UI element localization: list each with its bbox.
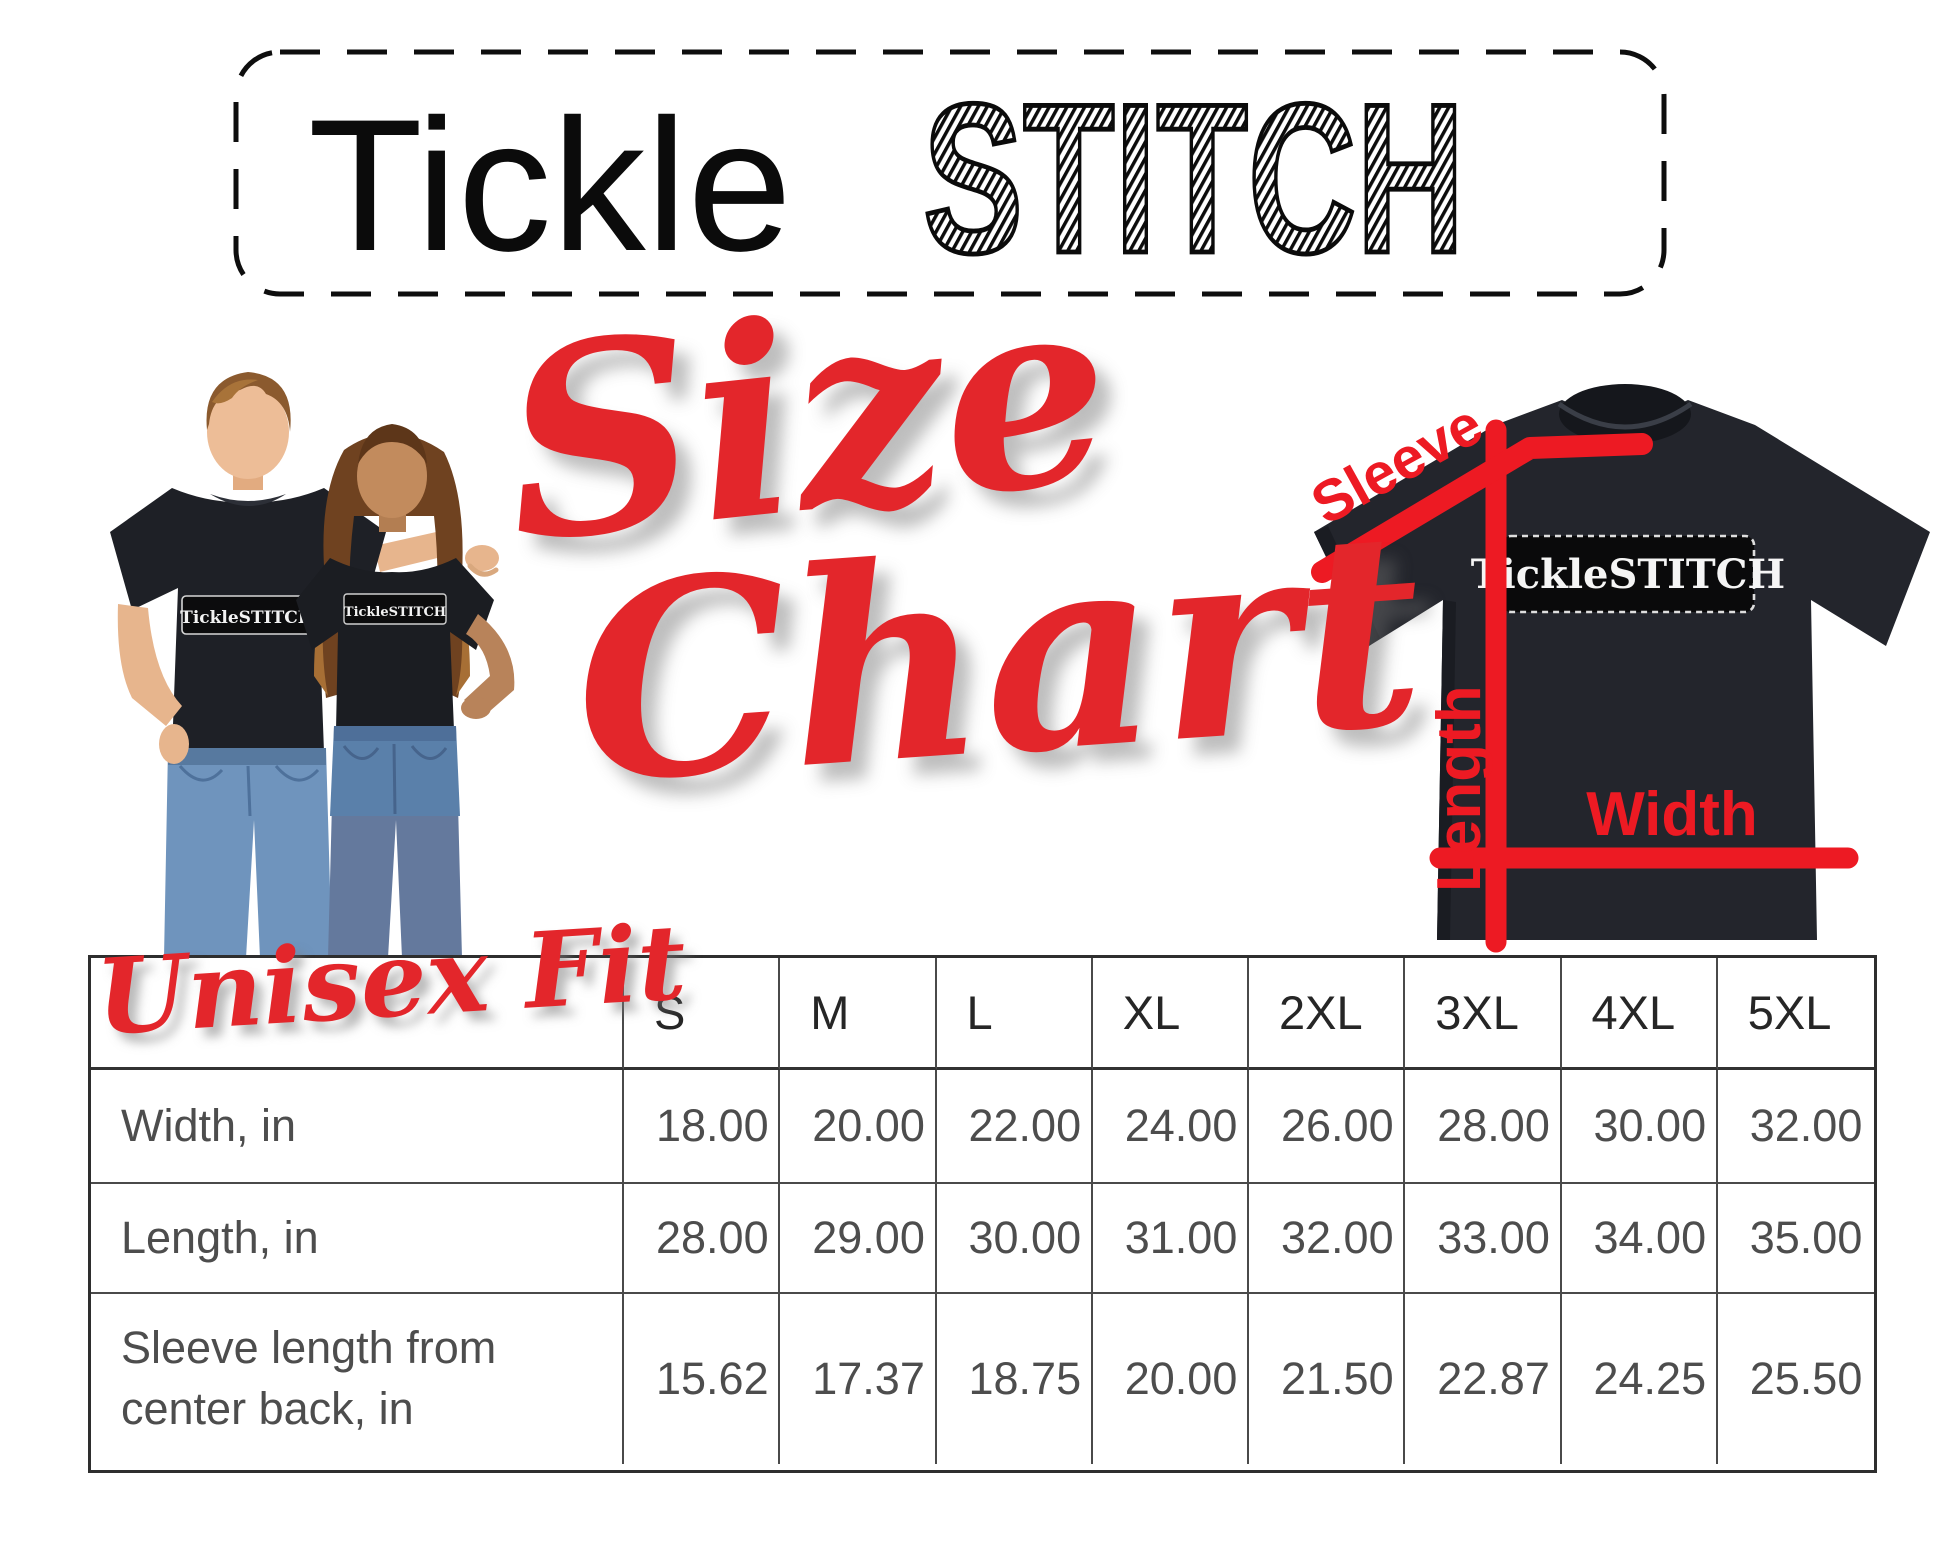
length-m: 29.00 xyxy=(780,1184,937,1294)
sleeve-3xl: 22.87 xyxy=(1405,1294,1562,1464)
size-table: S M L XL 2XL 3XL 4XL 5XL Width, in 18.00… xyxy=(88,955,1877,1473)
length-s: 28.00 xyxy=(624,1184,781,1294)
col-header-2xl: 2XL xyxy=(1249,958,1406,1070)
col-header-4xl: 4XL xyxy=(1561,958,1718,1070)
row-label-sleeve: Sleeve length from center back, in xyxy=(91,1294,624,1464)
length-5xl: 35.00 xyxy=(1717,1184,1874,1294)
col-header-s: S xyxy=(624,958,781,1070)
table-corner-cell xyxy=(91,958,624,1070)
width-2xl: 26.00 xyxy=(1249,1070,1406,1184)
col-header-l: L xyxy=(936,958,1093,1070)
width-3xl: 28.00 xyxy=(1405,1070,1562,1184)
logo-text-stitch: STITCH xyxy=(923,60,1465,298)
sleeve-s: 15.62 xyxy=(624,1294,781,1464)
logo-text-tickle: Tickle xyxy=(308,80,792,290)
width-4xl: 30.00 xyxy=(1561,1070,1718,1184)
length-label: Length xyxy=(1425,685,1494,892)
sleeve-line xyxy=(1311,433,1653,583)
length-3xl: 33.00 xyxy=(1405,1184,1562,1294)
model-woman: TickleSTITCH xyxy=(296,424,515,958)
col-header-xl: XL xyxy=(1092,958,1249,1070)
width-l: 22.00 xyxy=(936,1070,1093,1184)
sleeve-4xl: 24.25 xyxy=(1561,1294,1718,1464)
length-2xl: 32.00 xyxy=(1249,1184,1406,1294)
sleeve-5xl: 25.50 xyxy=(1717,1294,1874,1464)
sleeve-2xl: 21.50 xyxy=(1249,1294,1406,1464)
col-header-m: M xyxy=(780,958,937,1070)
length-4xl: 34.00 xyxy=(1561,1184,1718,1294)
tshirt-logo-text: TickleSTITCH xyxy=(1471,551,1785,598)
man-hand xyxy=(465,545,499,571)
width-s: 18.00 xyxy=(624,1070,781,1184)
row-label-length: Length, in xyxy=(91,1184,624,1294)
brand-logo: Tickle STITCH xyxy=(233,49,1667,300)
woman-shirt-logo-patch: TickleSTITCH xyxy=(344,605,446,620)
tshirt-shape xyxy=(1314,400,1930,940)
title-chart: Chart xyxy=(565,470,1432,845)
models-photo: TickleSTITCH TickleSTITCH xyxy=(110,372,515,958)
width-5xl: 32.00 xyxy=(1717,1070,1874,1184)
length-l: 30.00 xyxy=(936,1184,1093,1294)
width-m: 20.00 xyxy=(780,1070,937,1184)
sleeve-xl: 20.00 xyxy=(1092,1294,1249,1464)
sleeve-m: 17.37 xyxy=(780,1294,937,1464)
width-label: Width xyxy=(1586,780,1758,849)
model-man: TickleSTITCH xyxy=(110,372,462,958)
width-xl: 24.00 xyxy=(1092,1070,1249,1184)
col-header-3xl: 3XL xyxy=(1405,958,1562,1070)
row-label-width: Width, in xyxy=(91,1070,624,1184)
measurement-diagram: TickleSTITCH Sleeve Length Width xyxy=(1301,384,1930,953)
tshirt-collar xyxy=(1559,384,1691,444)
sleeve-l: 18.75 xyxy=(936,1294,1093,1464)
length-xl: 31.00 xyxy=(1092,1184,1249,1294)
logo-dashed-border xyxy=(233,49,1667,297)
man-shirt-logo-patch: TickleSTITCH xyxy=(180,608,314,628)
col-header-5xl: 5XL xyxy=(1717,958,1874,1070)
